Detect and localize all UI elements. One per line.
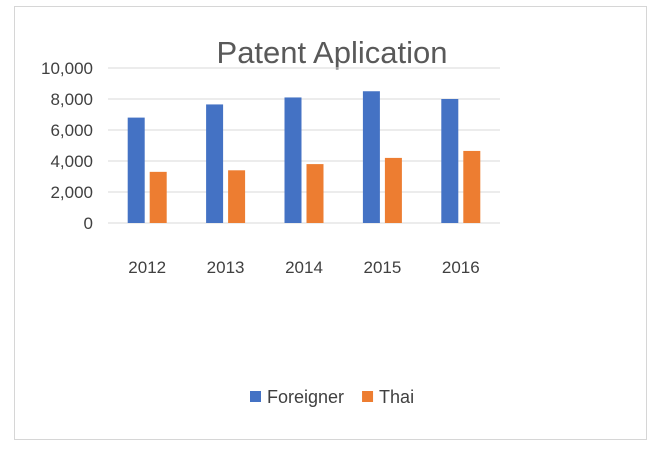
x-axis-ticks: 2012 2013 2014 2015 2016 [128,258,479,277]
bar-thai-2016 [463,150,481,223]
y-tick-label: 8,000 [50,90,93,109]
y-tick-label: 2,000 [50,183,93,202]
bar-thai-2013 [228,170,246,223]
legend-label-foreigner: Foreigner [267,387,344,407]
legend: Foreigner Thai [250,387,414,407]
legend-swatch-foreigner [250,391,261,402]
x-tick-label: 2012 [128,258,166,277]
legend-swatch-thai [362,391,374,402]
x-tick-label: 2016 [442,258,480,277]
y-axis-ticks: 0 2,000 4,000 6,000 8,000 10,000 [41,59,93,233]
bar-foreigner-2014 [284,97,302,223]
y-tick-label: 0 [84,214,93,233]
y-tick-label: 10,000 [41,59,93,78]
bar-foreigner-2015 [362,91,380,223]
x-tick-label: 2014 [285,258,323,277]
bar-foreigner-2012 [127,117,145,223]
gridlines [108,67,500,224]
bars [127,91,481,223]
y-tick-label: 6,000 [50,121,93,140]
bar-thai-2015 [384,157,402,223]
bar-foreigner-2013 [206,104,224,223]
bar-foreigner-2016 [441,99,459,223]
x-tick-label: 2013 [207,258,245,277]
legend-label-thai: Thai [379,387,414,407]
chart-title: Patent Aplication [217,35,448,70]
bar-thai-2012 [149,171,167,223]
bar-thai-2014 [306,164,324,223]
x-tick-label: 2015 [363,258,401,277]
y-tick-label: 4,000 [50,152,93,171]
